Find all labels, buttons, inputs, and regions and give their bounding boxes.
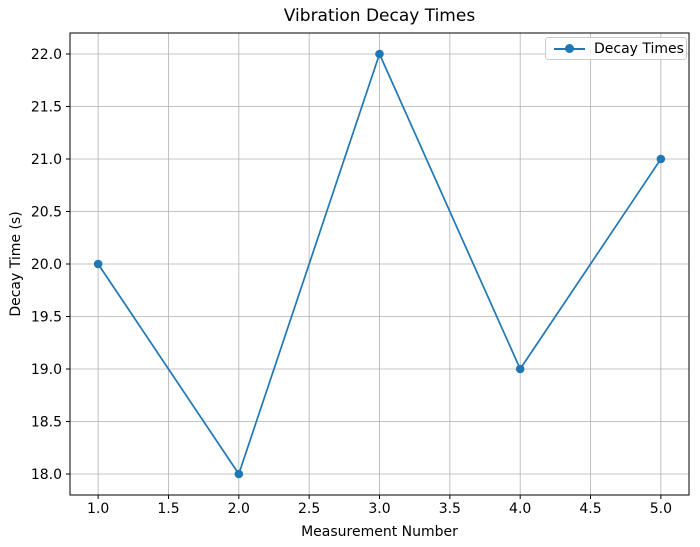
data-point [656,154,666,164]
x-tick-label: 2.0 [228,501,250,517]
x-axis-label: Measurement Number [301,524,458,540]
y-tick-label: 21.0 [31,152,62,168]
x-tick-label: 1.5 [157,501,179,517]
y-tick-label: 18.0 [31,467,62,483]
legend-label: Decay Times [594,40,684,57]
legend-marker-icon [565,44,574,53]
legend: Decay Times [545,37,687,60]
y-tick-label: 21.5 [31,100,62,116]
y-tick-label: 20.5 [31,205,62,221]
y-tick-label: 19.5 [31,310,62,326]
x-tick-label: 4.5 [579,501,601,517]
x-tick-label: 3.0 [368,501,390,517]
y-tick-label: 22.0 [31,47,62,63]
data-point [375,49,384,59]
x-tick-label: 1.0 [87,501,109,517]
y-tick-label: 19.0 [31,362,62,378]
x-tick-label: 3.5 [439,501,461,517]
x-tick-label: 5.0 [650,501,672,517]
data-point [234,469,244,479]
legend-line-marker-sample [554,44,585,53]
data-point [515,364,525,374]
y-tick-label: 20.0 [31,257,62,273]
chart-title: Vibration Decay Times [283,6,476,26]
x-tick-label: 4.0 [509,501,531,517]
y-tick-label: 18.5 [31,415,62,431]
x-tick-label: 2.5 [298,501,320,517]
data-point [93,259,103,269]
